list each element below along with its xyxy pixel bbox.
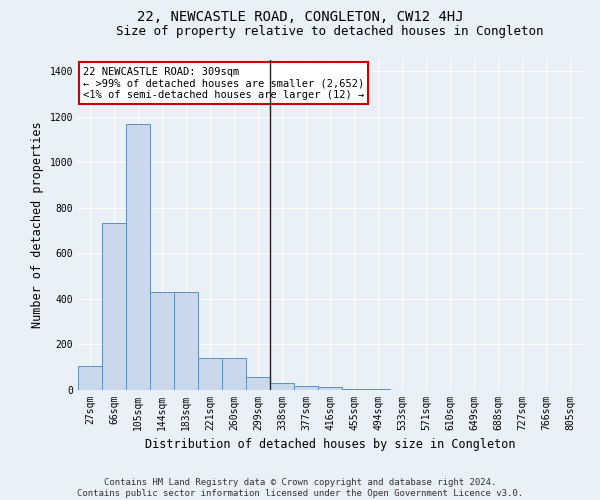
Title: Size of property relative to detached houses in Congleton: Size of property relative to detached ho… xyxy=(116,25,544,38)
X-axis label: Distribution of detached houses by size in Congleton: Distribution of detached houses by size … xyxy=(145,438,515,452)
Bar xyxy=(222,358,246,390)
Bar xyxy=(294,386,318,390)
Bar xyxy=(246,378,270,390)
Bar xyxy=(318,388,342,390)
Bar xyxy=(150,292,174,390)
Bar xyxy=(126,124,150,390)
Text: 22 NEWCASTLE ROAD: 309sqm
← >99% of detached houses are smaller (2,652)
<1% of s: 22 NEWCASTLE ROAD: 309sqm ← >99% of deta… xyxy=(83,66,364,100)
Bar xyxy=(198,358,222,390)
Text: Contains HM Land Registry data © Crown copyright and database right 2024.
Contai: Contains HM Land Registry data © Crown c… xyxy=(77,478,523,498)
Y-axis label: Number of detached properties: Number of detached properties xyxy=(31,122,44,328)
Text: 22, NEWCASTLE ROAD, CONGLETON, CW12 4HJ: 22, NEWCASTLE ROAD, CONGLETON, CW12 4HJ xyxy=(137,10,463,24)
Bar xyxy=(174,292,198,390)
Bar xyxy=(342,389,366,390)
Bar xyxy=(78,366,102,390)
Bar xyxy=(102,222,126,390)
Bar xyxy=(270,383,294,390)
